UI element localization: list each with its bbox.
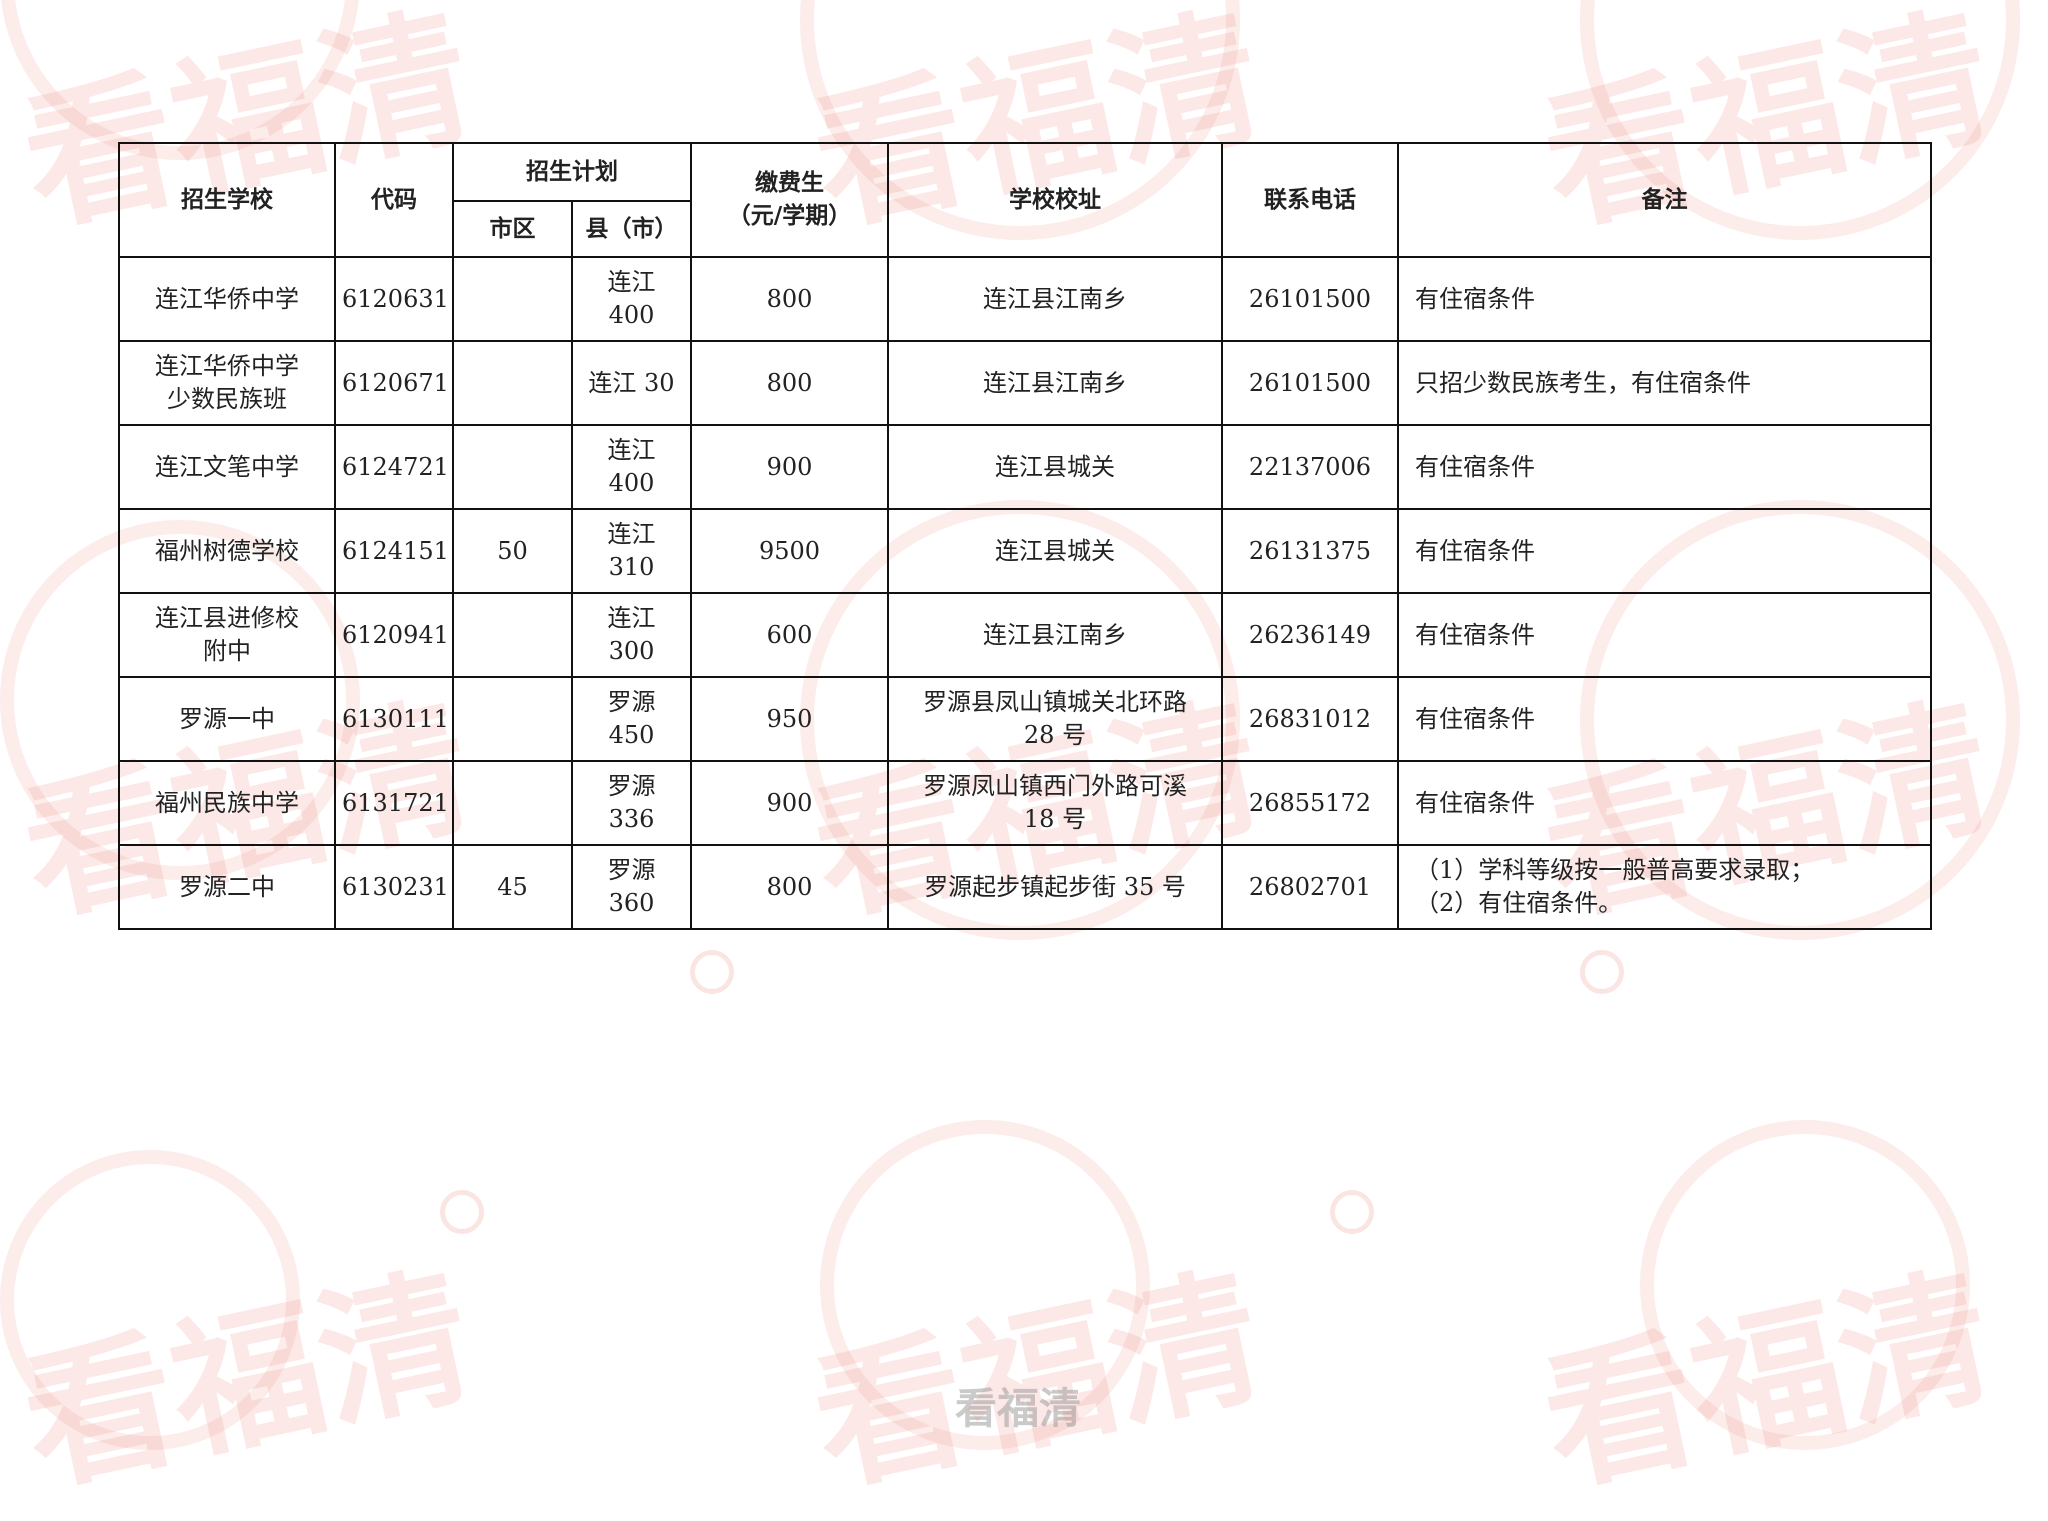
watermark-ring — [0, 0, 360, 160]
cell-county: 连江 400 — [571, 424, 692, 510]
watermark-text: 看福清 — [799, 1249, 1276, 1514]
cell-phone: 26101500 — [1221, 340, 1399, 426]
cell-school: 福州民族中学 — [118, 760, 336, 846]
cell-school: 福州树德学校 — [118, 508, 336, 594]
cell-address: 罗源起步镇起步街 35 号 — [887, 844, 1223, 930]
cell-phone: 26831012 — [1221, 676, 1399, 762]
cell-phone: 26855172 — [1221, 760, 1399, 846]
watermark-text: 看福清 — [1529, 1249, 2006, 1514]
cell-phone: 26802701 — [1221, 844, 1399, 930]
cell-code: 6130231 — [334, 844, 454, 930]
table-body: 连江华侨中学 6120631 连江 400 800 连江县江南乡 26101500 有住宿条… — [118, 256, 1932, 930]
cell-fee: 600 — [690, 592, 889, 678]
table-row: 连江华侨中学 少数民族班 6120671 连江 30 800 连江县江南乡 2610150… — [118, 340, 1932, 426]
cell-note: 有住宿条件 — [1397, 676, 1932, 762]
watermark-text: 看福清 — [9, 1249, 486, 1514]
table-row: 福州民族中学 6131721 罗源 336 900 罗源凤山镇西门外路可溪 18 号 26… — [118, 760, 1932, 846]
header-fee: 缴费生 （元/学期） — [690, 142, 889, 258]
cell-county: 罗源 360 — [571, 844, 692, 930]
table-row: 罗源二中 6130231 45 罗源 360 800 罗源起步镇起步街 35 号 26802… — [118, 844, 1932, 930]
cell-note: 有住宿条件 — [1397, 508, 1932, 594]
cell-phone: 26101500 — [1221, 256, 1399, 342]
cell-note: 有住宿条件 — [1397, 592, 1932, 678]
table-row: 福州树德学校 6124151 50 连江 310 9500 连江县城关 26131375 有住… — [118, 508, 1932, 594]
cell-city — [452, 592, 573, 678]
cell-address: 连江县城关 — [887, 508, 1223, 594]
cell-code: 6130111 — [334, 676, 454, 762]
header-phone: 联系电话 — [1221, 142, 1399, 258]
cell-county: 罗源 450 — [571, 676, 692, 762]
cell-code: 6120941 — [334, 592, 454, 678]
cell-code: 6124151 — [334, 508, 454, 594]
cell-address: 连江县城关 — [887, 424, 1223, 510]
cell-address: 罗源凤山镇西门外路可溪 18 号 — [887, 760, 1223, 846]
header-plan-county: 县（市） — [571, 200, 692, 258]
header-plan: 招生计划 — [452, 142, 692, 202]
cell-city — [452, 760, 573, 846]
cell-phone: 26236149 — [1221, 592, 1399, 678]
table-row: 罗源一中 6130111 罗源 450 950 罗源县凤山镇城关北环路 28 号 2683… — [118, 676, 1932, 762]
cell-code: 6120671 — [334, 340, 454, 426]
watermark-dot — [1580, 950, 1624, 994]
cell-city — [452, 424, 573, 510]
cell-note: 只招少数民族考生，有住宿条件 — [1397, 340, 1932, 426]
cell-fee: 800 — [690, 844, 889, 930]
cell-note: 有住宿条件 — [1397, 760, 1932, 846]
cell-fee: 800 — [690, 256, 889, 342]
watermark-ring — [0, 1150, 300, 1450]
cell-county: 连江 300 — [571, 592, 692, 678]
cell-school: 罗源二中 — [118, 844, 336, 930]
cell-fee: 900 — [690, 424, 889, 510]
cell-fee: 9500 — [690, 508, 889, 594]
cell-phone: 26131375 — [1221, 508, 1399, 594]
header-school: 招生学校 — [118, 142, 336, 258]
cell-phone: 22137006 — [1221, 424, 1399, 510]
cell-city — [452, 676, 573, 762]
table-row: 连江县进修校 附中 6120941 连江 300 600 连江县江南乡 26236149 有… — [118, 592, 1932, 678]
cell-address: 罗源县凤山镇城关北环路 28 号 — [887, 676, 1223, 762]
cell-address: 连江县江南乡 — [887, 256, 1223, 342]
cell-county: 连江 310 — [571, 508, 692, 594]
cell-fee: 950 — [690, 676, 889, 762]
cell-school: 罗源一中 — [118, 676, 336, 762]
cell-school: 连江华侨中学 少数民族班 — [118, 340, 336, 426]
cell-code: 6131721 — [334, 760, 454, 846]
table-row: 连江华侨中学 6120631 连江 400 800 连江县江南乡 26101500 有住宿条… — [118, 256, 1932, 342]
header-code: 代码 — [334, 142, 454, 258]
cell-note: （1）学科等级按一般普高要求录取； （2）有住宿条件。 — [1397, 844, 1932, 930]
header-address: 学校校址 — [887, 142, 1223, 258]
header-plan-city: 市区 — [452, 200, 573, 258]
cell-city — [452, 256, 573, 342]
cell-code: 6120631 — [334, 256, 454, 342]
cell-city — [452, 340, 573, 426]
cell-city: 50 — [452, 508, 573, 594]
cell-address: 连江县江南乡 — [887, 340, 1223, 426]
cell-fee: 900 — [690, 760, 889, 846]
table-row: 连江文笔中学 6124721 连江 400 900 连江县城关 22137006 有住宿条件 — [118, 424, 1932, 510]
watermark-dot — [440, 1190, 484, 1234]
cell-school: 连江县进修校 附中 — [118, 592, 336, 678]
watermark-ring — [1640, 1120, 1970, 1450]
cell-code: 6124721 — [334, 424, 454, 510]
cell-school: 连江文笔中学 — [118, 424, 336, 510]
cell-note: 有住宿条件 — [1397, 256, 1932, 342]
cell-fee: 800 — [690, 340, 889, 426]
enrollment-table: 招生学校 代码 招生计划 缴费生 （元/学期） 学校校址 联系电话 备注 市区 … — [118, 142, 1932, 930]
cell-county: 罗源 336 — [571, 760, 692, 846]
cell-county: 连江 400 — [571, 256, 692, 342]
cell-school: 连江华侨中学 — [118, 256, 336, 342]
cell-note: 有住宿条件 — [1397, 424, 1932, 510]
footer-logo: 看福清 — [955, 1384, 1082, 1433]
cell-city: 45 — [452, 844, 573, 930]
cell-county: 连江 30 — [571, 340, 692, 426]
header-note: 备注 — [1397, 142, 1932, 258]
watermark-dot — [1330, 1190, 1374, 1234]
cell-address: 连江县江南乡 — [887, 592, 1223, 678]
watermark-dot — [690, 950, 734, 994]
